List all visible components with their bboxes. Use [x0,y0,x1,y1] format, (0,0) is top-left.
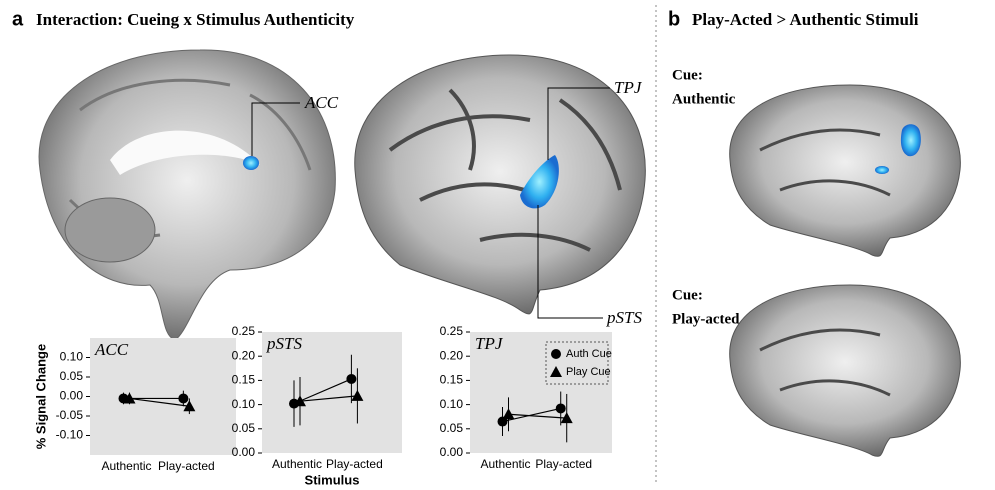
panel-letter: a [12,8,24,30]
figure: a Interaction: Cueing x Stimulus Authent… [0,0,995,490]
y-tick-label: 0.00 [440,445,464,459]
panel-title: Play-Acted > Authentic Stimuli [692,10,919,29]
chart-title: ACC [94,340,129,359]
region-label: ACC [304,93,339,112]
point [346,374,356,384]
y-tick-label: 0.15 [232,373,256,387]
x-tick-label: Play-acted [158,459,215,473]
cue-label: Cue: [672,67,703,83]
y-tick-label: 0.25 [440,324,464,338]
y-tick-label: 0.10 [440,397,464,411]
region-label: TPJ [614,78,643,97]
brain-lateral-small [730,285,961,456]
y-tick-label: 0.00 [232,445,256,459]
y-axis-label: % Signal Change [33,344,48,449]
region-label: pSTS [606,308,642,327]
y-tick-label: 0.15 [440,373,464,387]
x-tick-label: Play-acted [326,457,383,471]
y-tick-label: 0.00 [60,389,84,403]
cue-label: Play-acted [672,311,740,327]
y-tick-label: 0.25 [232,324,256,338]
y-tick-label: 0.05 [232,421,256,435]
point [178,393,188,403]
chart-title: pSTS [266,334,302,353]
cue-label: Cue: [672,287,703,303]
y-tick-label: 0.05 [60,369,84,383]
legend-marker [551,349,561,359]
x-tick-label: Authentic [101,459,151,473]
legend-label: Auth Cue [566,348,612,360]
legend-label: Play Cue [566,366,611,378]
y-tick-label: 0.05 [440,421,464,435]
point [556,403,566,413]
brain-lateral [355,55,646,318]
y-tick-label: 0.20 [440,348,464,362]
x-tick-label: Authentic [272,457,322,471]
cue-label: Authentic [672,91,736,107]
panel-letter: b [668,8,680,30]
y-tick-label: 0.10 [60,350,84,364]
y-tick-label: -0.10 [56,428,84,442]
x-tick-label: Authentic [480,457,530,471]
y-tick-label: -0.05 [56,408,84,422]
brain-lateral-small [730,85,961,256]
panel-title: Interaction: Cueing x Stimulus Authentic… [36,10,355,29]
y-tick-label: 0.10 [232,397,256,411]
y-tick-label: 0.20 [232,348,256,362]
brain-medial [39,50,335,340]
x-tick-label: Play-acted [535,457,592,471]
chart-title: TPJ [475,334,504,353]
x-axis-label: Stimulus [305,472,360,487]
